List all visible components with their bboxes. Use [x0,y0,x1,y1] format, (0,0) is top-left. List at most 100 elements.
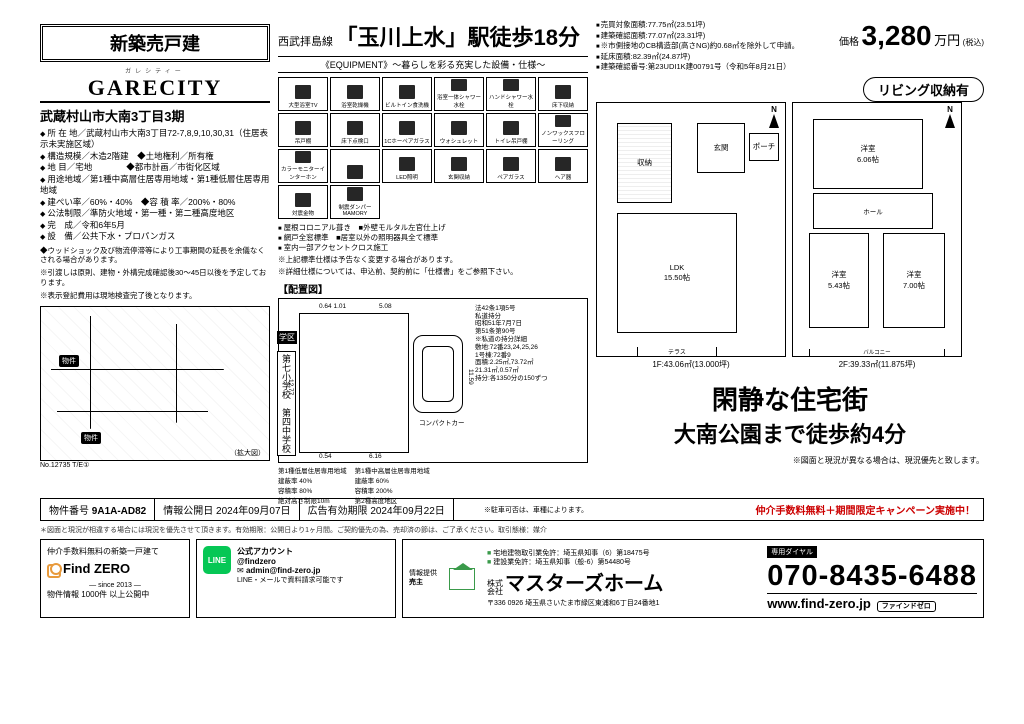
site-plan: 学区 第七小学校 第四中学校 コンパクトカー 0.64 1.01 5.08 12… [278,298,588,463]
room-bedroom-a: 洋室 6.06帖 [813,119,923,189]
area-spec: 建築確認番号:第23UDI1K建00791号（令和5年8月21日） [596,62,799,73]
contact-note: LINE・メールで資料請求可能です [237,575,344,585]
location-map: 物件 物件 （拡大図） [40,306,270,461]
source-value: 売主 [409,579,423,586]
company-url: www.find-zero.jp [767,596,871,611]
address-heading: 武蔵村山市大南3丁目3期 [40,106,270,125]
room-storage: 収納 [617,123,672,203]
fine-print: ＊図面と現況が相違する場合には現況を優先させて頂きます。有効期限：公開日より1ヶ… [40,525,984,535]
spec-warning: ※上記標準仕様は予告なく変更する場合があります。 [278,255,588,265]
new-build-badge: 新築売戸建 [40,24,270,62]
equip-item [330,149,380,183]
equip-note: 屋根コロニアル葺き ■外壁モルタル左官仕上げ [278,223,588,233]
equip-item: ハンドシャワー水栓 [486,77,536,111]
price-block: 価格 3,280 万円 (税込) [839,20,984,73]
compass-icon [769,105,779,128]
area-spec: ※市側接地のCB構造部(高さNG)約0.68㎡を除外して申請。 [596,41,799,52]
spec-item: 用途地域／第1種中高層住居専用地域・第1種低層住居専用地域 [40,174,270,197]
url-badge: ファインドゼロ [877,601,936,612]
spec-item: 建ぺい率／60%・40% ◆容 積 率／200%・80% [40,197,270,208]
spec-item: 所 在 地／武蔵村山市大南3丁目72-7,8,9,10,30,31（住居表示未実… [40,128,270,151]
spec-item: 構造規模／木造2階建 ◆土地権利／所有権 [40,151,270,162]
property-spec-list: 所 在 地／武蔵村山市大南3丁目72-7,8,9,10,30,31（住居表示未実… [40,128,270,243]
room-ldk: LDK 15.50帖 [617,213,737,333]
footer-findzero: 仲介手数料無料の新築一戸建て Find ZERO — since 2013 — … [40,539,190,618]
area-spec: 売買対象面積:77.75㎡(23.51坪) [596,20,799,31]
publish-date-label: 情報公開日 [163,506,213,517]
note-woodshock: ◆ウッドショック及び物流停滞等により工事期間の延長を余儀なくされる場合があります… [40,246,270,266]
room-bedroom-c: 洋室 7.00帖 [883,233,945,328]
line-account-label: 公式アカウント [237,547,293,556]
spec-item: 設 備／公共下水・プロパンガス [40,231,270,242]
parking-space [413,335,463,413]
license-item: 宅地建物取引業免許：埼玉県知事（6）第18475号 [487,549,663,558]
tagline-1: 閑静な住宅街 [596,380,984,417]
map-number: No.12735 T/E① [40,461,270,469]
equipment-notes: 屋根コロニアル葺き ■外壁モルタル左官仕上げ 網戸全窓標準 ■居室以外の照明器具… [278,223,588,253]
area-spec: 建築確認面積:77.07㎡(23.31坪) [596,31,799,42]
campaign-banner: 仲介手数料無料＋期間限定キャンペーン実施中！ [748,499,984,520]
floor1-caption: 1F:43.06㎡(13.000坪) [596,359,786,370]
equip-item: トイレ吊戸棚 [486,113,536,147]
line-account: @findzero [237,557,344,566]
equip-item: ペアガラス [486,149,536,183]
siteplan-heading: 【配置図】 [278,281,588,296]
phone-label: 専用ダイヤル [767,546,817,558]
lot-outline [299,313,409,453]
price-tax: (税込) [963,38,984,47]
source-label: 情報提供 [409,570,437,577]
map-marker: 物件 [81,432,101,444]
zoning-right: 第1種中高層住居専用地域 建蔽率 60% 容積率 200% 第2種高度地区 [355,465,430,505]
room-porch: ポーチ [749,133,779,161]
company-icon [449,568,475,590]
license-item: 建設業免許：埼玉県知事（般-6）第54480号 [487,558,663,567]
price-value: 3,280 [862,20,932,51]
school-badge: 学区 [277,331,297,344]
compass-icon [945,105,955,128]
company-name: マスターズホーム [505,573,663,595]
equip-item: ヘア器 [538,149,588,183]
map-marker: 物件 [59,355,79,367]
rail-line: 西武拝島線 [278,36,333,48]
note-registration: ※表示登記費用は現地検査完了後となります。 [40,291,270,301]
phone-number: 070-8435-6488 [767,560,977,593]
equip-item: ウォシュレット [434,113,484,147]
map-zoom-label: （拡大図） [230,448,265,458]
room-bedroom-b: 洋室 5.43帖 [809,233,869,328]
floor-plan-1f: 収納 玄関 ポーチ LDK 15.50帖 テラス [596,102,786,357]
property-number: 9A1A-AD82 [92,506,146,517]
equip-item: 浴室乾燥機 [330,77,380,111]
room-terrace: テラス [637,347,717,357]
price-label: 価格 [839,37,859,48]
license-list: 宅地建物取引業免許：埼玉県知事（6）第18475号 建設業免許：埼玉県知事（般-… [487,549,663,567]
findzero-icon [47,564,61,578]
equip-item: ノンワックスフローリング [538,113,588,147]
findzero-brand: Find ZERO [63,561,130,576]
findzero-since: — since 2013 — [47,582,183,589]
equip-item: 吊戸棚 [278,113,328,147]
line-icon: LINE [203,546,231,574]
car-label: コンパクトカー [419,417,465,427]
zoning-left: 第1種低層住居専用地域 建蔽率 40% 容積率 80% 絶対高さ制限10m [278,465,347,505]
footer-contact: LINE 公式アカウント @findzero ✉ admin@find-zero… [196,539,396,618]
findzero-count: 物件情報 1000件 以上公開中 [47,589,183,600]
equip-item: 大型浴室TV [278,77,328,111]
brand-logo: GARECITY [40,75,270,103]
floor-plan-2f: 洋室 6.06帖 ホール 洋室 5.43帖 洋室 7.00帖 バルコニー [792,102,962,357]
station-name: 「玉川上水」駅徒歩18分 [336,25,580,50]
footer-company: 情報提供売主 宅地建物取引業免許：埼玉県知事（6）第18475号 建設業免許：埼… [402,539,984,618]
area-spec-list: 売買対象面積:77.75㎡(23.51坪) 建築確認面積:77.07㎡(23.3… [596,20,799,73]
findzero-tagline: 仲介手数料無料の新築一戸建て [47,546,183,557]
equip-item: 制震ダンパー MAMORY [330,185,380,219]
site-legal-notes: 法42条1項5号 私道持分 昭和51年7月7日 第51条第90号 ※私道の持分詳… [475,305,585,383]
spec-item: 公法制限／準防火地域・第一種・第二種高度地区 [40,208,270,219]
equip-item: カラーモニターインターホン [278,149,328,183]
room-hall: ホール [813,193,933,229]
equipment-heading: 《EQUIPMENT》～暮らしを彩る充実した設備・仕様～ [278,56,588,73]
price-unit: 万円 [934,33,960,48]
company-address: 〒336 0926 埼玉県さいたま市緑区東浦和6丁目24番地1 [487,598,663,608]
contact-email: ✉ admin@find-zero.jp [237,566,344,575]
equip-item: LED照明 [382,149,432,183]
equip-item: 床下収納 [538,77,588,111]
equip-item: 対震金物 [278,185,328,219]
